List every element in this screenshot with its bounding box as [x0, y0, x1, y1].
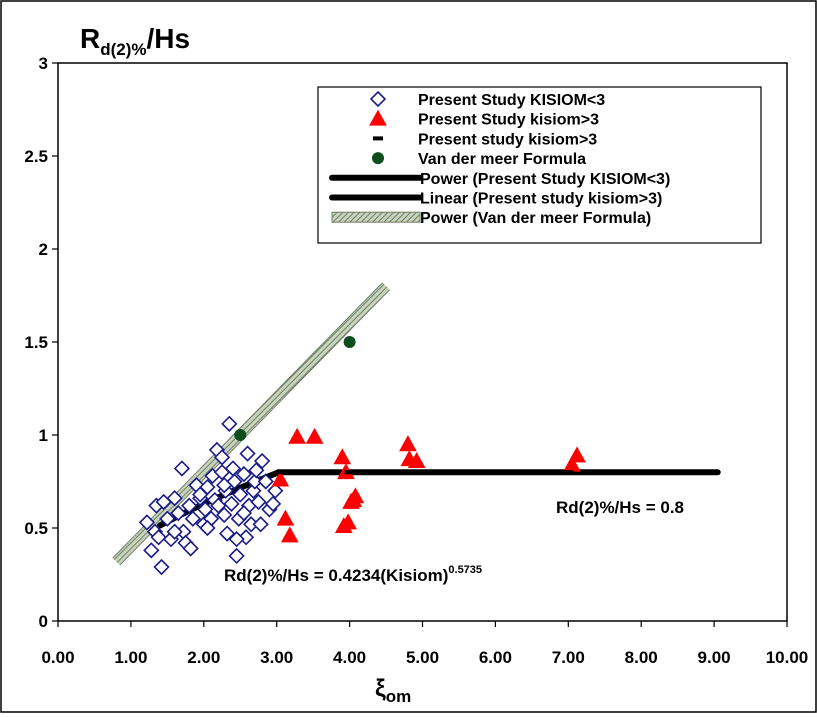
data-point-triangle — [305, 427, 324, 444]
data-point-dash — [278, 470, 289, 475]
data-point-diamond — [170, 504, 187, 522]
equation-power-annotation: Rd(2)%/Hs = 0.4234(Kisiom)0.5735 — [224, 564, 482, 585]
x-tick-label: 9.00 — [698, 648, 731, 667]
data-point-triangle — [333, 448, 352, 465]
data-point-diamond — [210, 497, 227, 514]
data-point-diamond — [150, 529, 167, 546]
legend-label: Linear (Present study kisiom>3) — [420, 191, 662, 208]
data-point-dash — [417, 470, 428, 475]
data-point-diamond — [228, 547, 245, 565]
legend-hatched-swatch — [331, 211, 421, 223]
y-axis: 0 0.5 1 1.5 2 2.5 3 — [24, 54, 58, 631]
legend-marker-swatch — [369, 109, 387, 126]
x-axis: 0.00 1.00 2.00 3.00 4.00 5.00 6.00 7.00 8.00 9.00… — [41, 621, 808, 667]
data-point-diamond — [197, 501, 214, 518]
data-point-triangle — [276, 509, 295, 526]
legend-label: Present Study kisiom>3 — [418, 112, 599, 129]
x-tick-label: 7.00 — [552, 648, 585, 667]
marker-layer — [138, 336, 586, 576]
data-point-diamond — [173, 460, 191, 477]
data-point-diamond — [253, 452, 271, 470]
legend-label: Present study kisiom>3 — [418, 131, 597, 148]
data-point-diamond — [232, 486, 249, 503]
data-point-triangle — [568, 446, 586, 463]
trendline-van-der-meer — [113, 283, 390, 565]
data-point-diamond — [182, 540, 199, 557]
legend-label: Van der meer Formula — [418, 151, 586, 168]
data-point-diamond — [252, 516, 269, 533]
x-tick-label: 5.00 — [406, 648, 439, 667]
data-point-diamond — [192, 486, 209, 503]
data-point-circle — [234, 429, 247, 441]
y-tick-label: 1 — [39, 426, 48, 445]
y-tick-label: 3 — [39, 54, 48, 73]
data-point-diamond — [181, 497, 198, 514]
x-tick-label: 3.00 — [260, 648, 293, 667]
x-tick-label: 8.00 — [625, 648, 658, 667]
legend-label: Power (Van der meer Formula) — [420, 210, 651, 227]
y-tick-label: 0 — [39, 612, 48, 631]
data-point-diamond — [264, 495, 282, 512]
data-point-circle — [343, 336, 356, 348]
data-point-diamond — [143, 542, 160, 559]
data-point-triangle — [271, 470, 290, 487]
y-tick-label: 0.5 — [24, 519, 48, 538]
data-point-triangle — [407, 452, 426, 468]
y-tick-label: 1.5 — [24, 333, 48, 352]
x-tick-label: 2.00 — [187, 648, 220, 667]
data-point-diamond — [223, 495, 240, 512]
data-point-diamond — [245, 482, 262, 499]
legend-marker-swatch — [372, 152, 384, 165]
data-point-diamond — [267, 482, 284, 499]
legend-label: Power (Present Study KISIOM<3) — [420, 171, 670, 188]
data-point-triangle — [346, 487, 365, 504]
data-point-diamond — [248, 462, 265, 479]
data-point-diamond — [228, 531, 245, 548]
data-point-diamond — [235, 504, 253, 522]
data-point-triangle — [288, 427, 306, 444]
x-tick-label: 0.00 — [41, 648, 74, 667]
data-point-diamond — [250, 493, 267, 511]
data-point-dash — [344, 470, 355, 475]
data-point-diamond — [257, 473, 274, 490]
chart-title: Rd(2)%/Hs — [80, 23, 190, 59]
data-point-diamond — [199, 519, 216, 537]
y-tick-label: 2 — [39, 240, 48, 259]
legend-marker-swatch — [373, 136, 383, 141]
data-point-diamond — [246, 473, 263, 490]
x-tick-label: 10.00 — [766, 648, 809, 667]
data-point-diamond — [166, 490, 183, 507]
data-point-diamond — [159, 510, 176, 527]
data-point-diamond — [216, 506, 233, 524]
data-point-diamond — [221, 415, 238, 432]
data-point-diamond — [184, 510, 201, 527]
x-tick-label: 4.00 — [333, 648, 366, 667]
data-point-diamond — [235, 465, 253, 483]
equation-linear-annotation: Rd(2)%/Hs = 0.8 — [556, 498, 684, 517]
data-point-triangle — [399, 435, 417, 452]
data-point-diamond — [138, 514, 156, 531]
x-tick-label: 6.00 — [479, 648, 512, 667]
data-point-diamond — [153, 558, 170, 576]
x-axis-label: ξom — [375, 675, 411, 706]
data-point-triangle — [280, 526, 299, 543]
data-point-diamond — [166, 523, 183, 540]
x-tick-label: 1.00 — [114, 648, 147, 667]
data-point-dash — [563, 470, 574, 475]
data-point-diamond — [213, 449, 231, 466]
legend: Present Study KISIOM<3 Present Study kisi… — [317, 86, 762, 244]
y-tick-label: 2.5 — [24, 147, 48, 166]
data-point-diamond — [216, 477, 233, 494]
legend-marker-swatch — [369, 90, 387, 108]
data-point-diamond — [239, 445, 256, 462]
data-point-triangle — [339, 513, 357, 530]
legend-label: Present Study KISIOM<3 — [418, 92, 605, 109]
